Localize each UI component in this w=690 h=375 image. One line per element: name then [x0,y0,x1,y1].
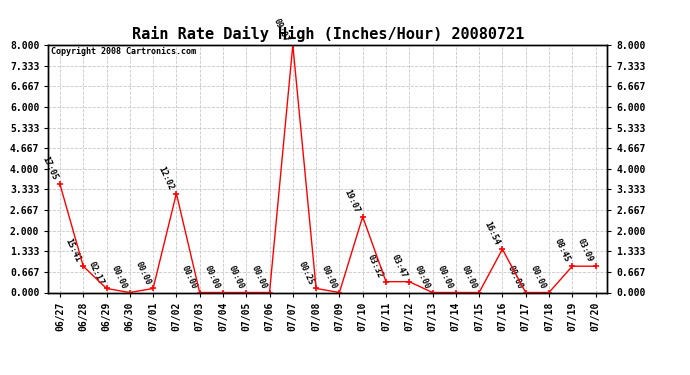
Text: 00:00: 00:00 [133,260,152,286]
Text: 03:09: 03:09 [575,237,594,264]
Text: 00:00: 00:00 [250,264,268,290]
Text: 00:00: 00:00 [110,264,128,290]
Text: 12:02: 12:02 [157,165,175,191]
Text: Copyright 2008 Cartronics.com: Copyright 2008 Cartronics.com [51,48,196,57]
Text: 16:54: 16:54 [482,220,501,247]
Text: 00:00: 00:00 [413,264,431,290]
Text: 03:32: 03:32 [366,253,385,279]
Text: 00:00: 00:00 [436,264,455,290]
Text: 00:00: 00:00 [529,264,548,290]
Text: 03:47: 03:47 [389,253,408,279]
Title: Rain Rate Daily High (Inches/Hour) 20080721: Rain Rate Daily High (Inches/Hour) 20080… [132,27,524,42]
Text: 15:41: 15:41 [63,237,82,264]
Text: 00:00: 00:00 [460,264,478,290]
Text: 00:00: 00:00 [319,264,338,290]
Text: 00:00: 00:00 [203,264,221,290]
Text: 09:07: 09:07 [272,17,290,44]
Text: 00:00: 00:00 [226,264,245,290]
Text: 19:07: 19:07 [343,188,362,214]
Text: 00:00: 00:00 [506,264,524,290]
Text: 17:05: 17:05 [40,155,59,182]
Text: 02:17: 02:17 [87,260,106,286]
Text: 00:00: 00:00 [180,264,199,290]
Text: 08:45: 08:45 [553,237,571,264]
Text: 00:25: 00:25 [296,260,315,286]
